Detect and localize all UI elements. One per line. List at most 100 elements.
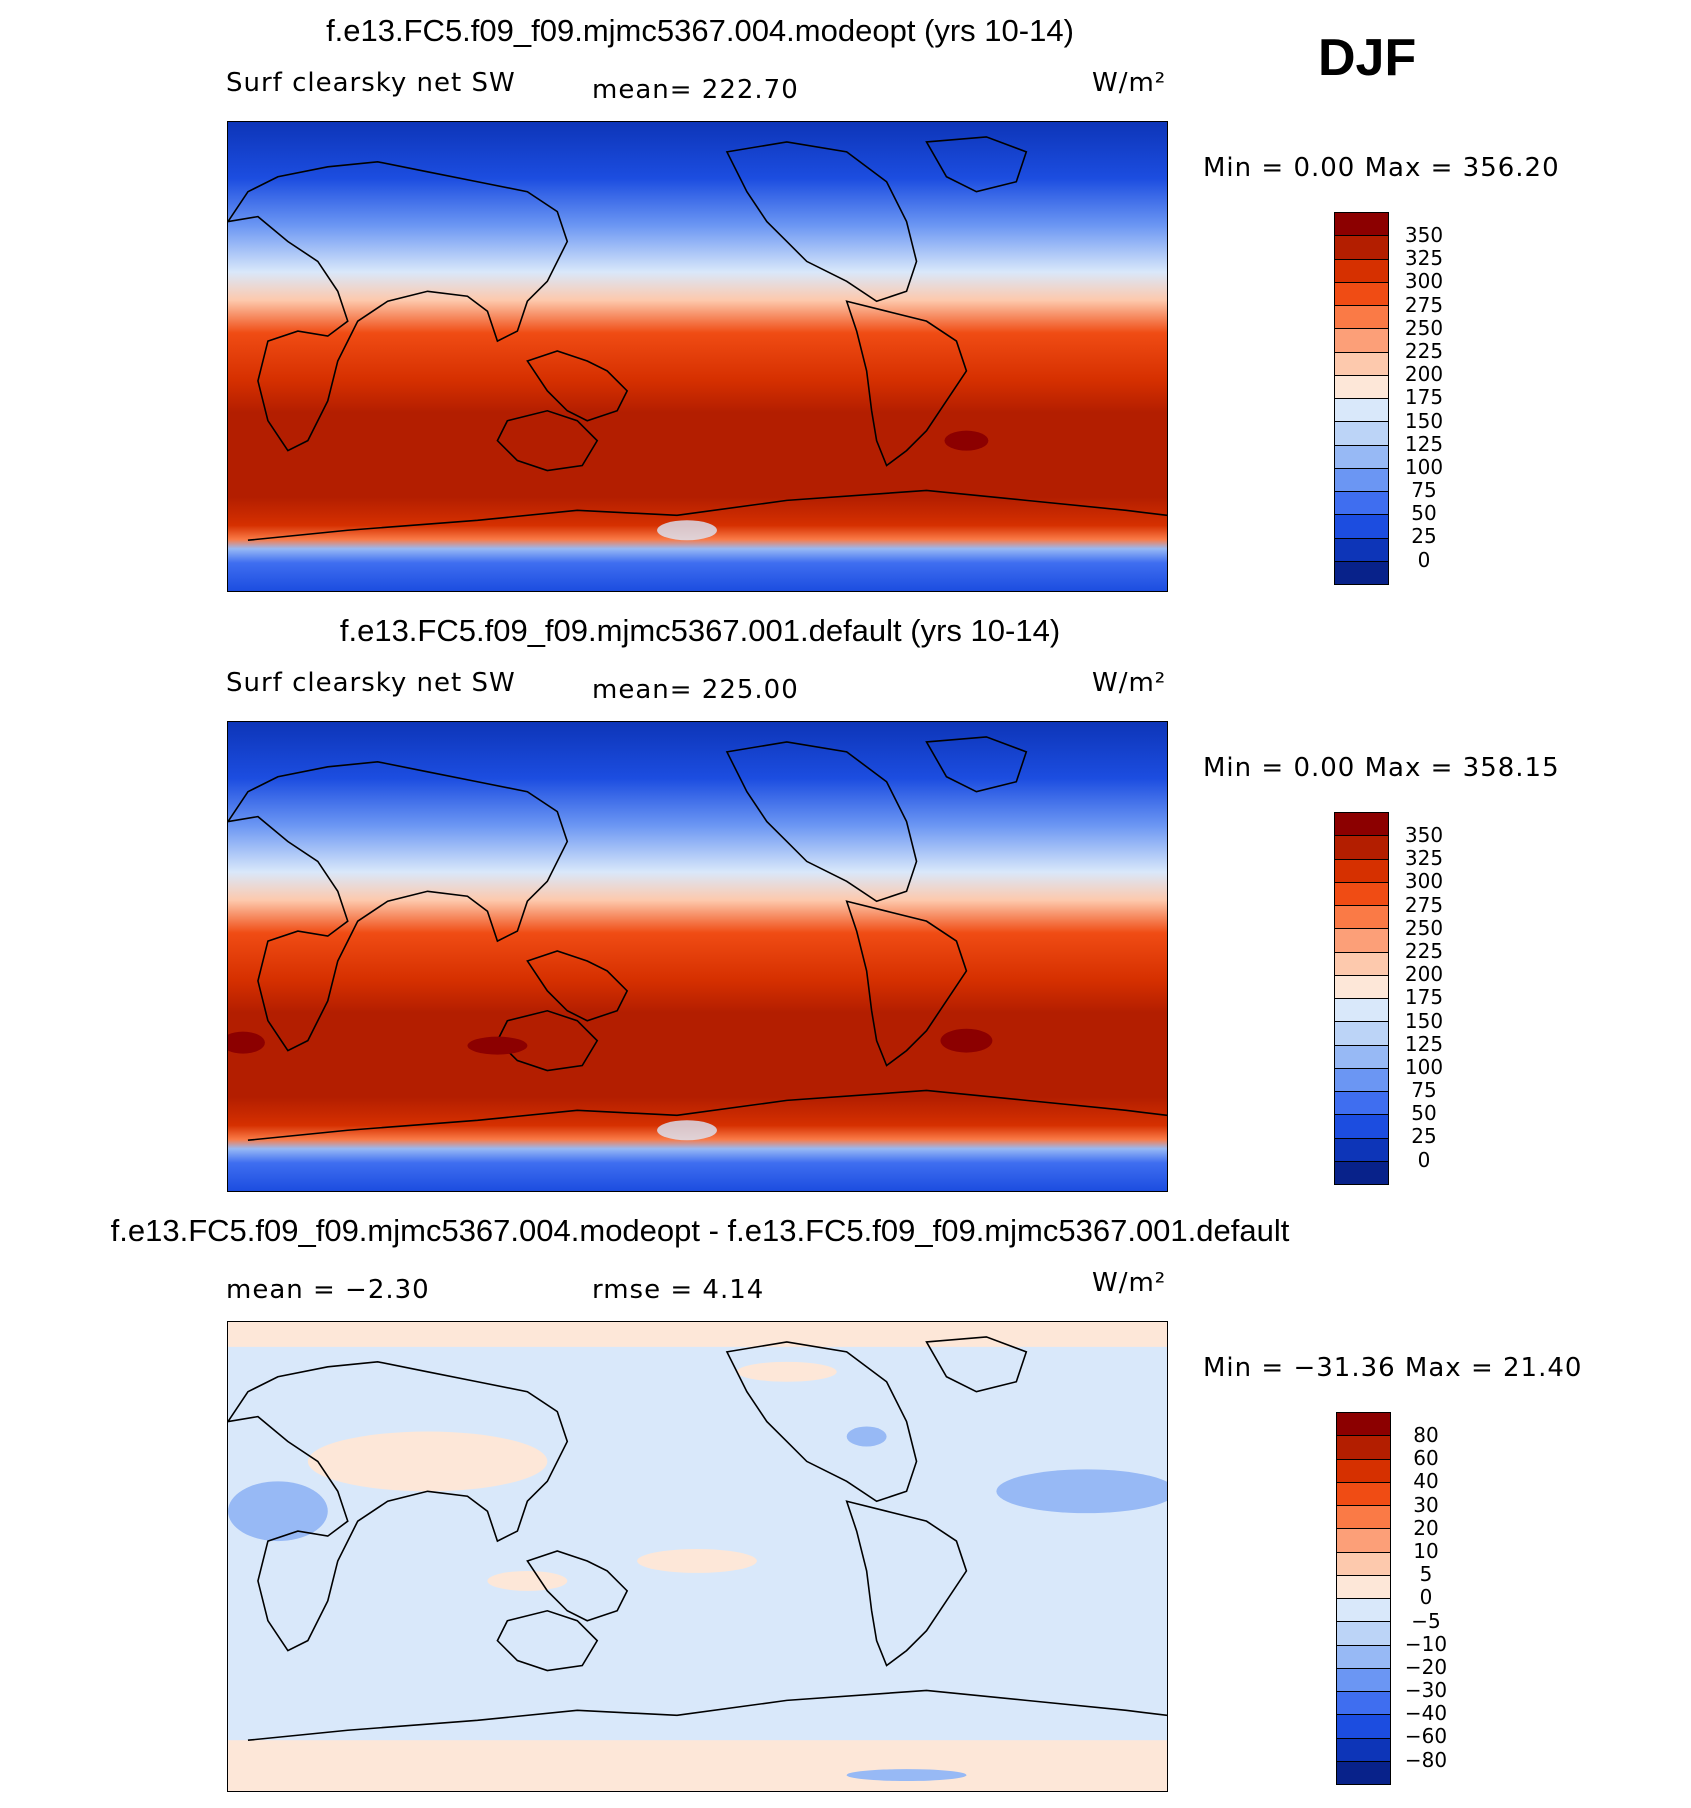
colorbar-tick-label: 200 [1404,962,1444,987]
colorbar-tick-label: 30 [1413,1492,1439,1517]
colorbar-cell [1337,1599,1390,1623]
colorbar-cell [1337,1668,1390,1692]
colorbar-cell [1335,306,1388,330]
colorbar-tick-label: 250 [1404,915,1444,940]
season-label: DJF [1318,29,1417,87]
colorbar-tick-label: 80 [1413,1423,1439,1447]
colorbar-tick-label: −80 [1404,1747,1448,1772]
panel1-map-svg [228,122,1167,591]
colorbar-tick-label: 175 [1404,385,1444,410]
panel3-map-svg [228,1322,1167,1791]
colorbar-tick-label: −5 [1411,1608,1441,1633]
panel3-colorbar [1336,1412,1391,1785]
colorbar-tick-label: 50 [1411,1101,1437,1126]
colorbar-tick-label: 75 [1411,478,1437,503]
colorbar-cell [1335,1115,1388,1139]
colorbar-tick-label: 50 [1411,501,1437,526]
panel2-mean-label: mean= 225.00 [592,675,799,705]
panel2-units: W/m² [1092,668,1167,698]
colorbar-cell [1335,859,1388,883]
colorbar-tick-label: 20 [1413,1515,1439,1540]
colorbar-tick-label: 10 [1413,1538,1439,1563]
colorbar-tick-label: 0 [1417,1147,1431,1172]
colorbar-tick-label: 25 [1411,1124,1437,1149]
colorbar-cell [1335,906,1388,930]
colorbar-tick-label: 125 [1404,1031,1444,1056]
colorbar-cell [1335,213,1388,237]
colorbar-tick-label: 175 [1404,985,1444,1010]
colorbar-tick-label: 60 [1413,1446,1439,1471]
colorbar-cell [1335,445,1388,469]
panel2-map [227,721,1168,1192]
panel3-minmax: Min = −31.36 Max = 21.40 [1203,1353,1583,1383]
colorbar-tick-label: 40 [1413,1469,1439,1494]
colorbar-cell [1335,561,1388,584]
panel1-minmax: Min = 0.00 Max = 356.20 [1203,153,1560,183]
colorbar-cell [1335,1022,1388,1046]
colorbar-cell [1335,1161,1388,1184]
panel1-map [227,121,1168,592]
colorbar-cell [1335,492,1388,516]
colorbar-cell [1335,538,1388,562]
colorbar-tick-label: 100 [1404,454,1444,479]
colorbar-cell [1337,1645,1390,1669]
colorbar-cell [1337,1761,1390,1784]
panel3-mean-label: mean = −2.30 [226,1275,430,1305]
colorbar-tick-label: 275 [1404,292,1444,317]
panel1-colorbar-ticks: 350 325 300 275 250 225 200 175 150 125 100 75 50 25 0 [1394,223,1454,572]
colorbar-cell [1335,999,1388,1023]
panel3-title: f.e13.FC5.f09_f09.mjmc5367.004.modeopt -… [110,1213,1290,1248]
panel3-map [227,1321,1168,1792]
colorbar-tick-label: 275 [1404,892,1444,917]
colorbar-cell [1335,836,1388,860]
colorbar-tick-label: 225 [1404,338,1444,363]
colorbar-tick-label: −20 [1404,1654,1448,1679]
colorbar-tick-label: 225 [1404,938,1444,963]
colorbar-tick-label: −30 [1404,1678,1448,1703]
panel2-map-svg [228,722,1167,1191]
panel3-units: W/m² [1092,1268,1167,1298]
colorbar-tick-label: 0 [1419,1585,1433,1610]
panel1-title: f.e13.FC5.f09_f09.mjmc5367.004.modeopt (… [326,13,1074,48]
colorbar-cell [1337,1622,1390,1646]
colorbar-tick-label: −60 [1404,1724,1448,1749]
colorbar-tick-label: 150 [1404,1008,1444,1033]
colorbar-tick-label: 325 [1404,846,1444,871]
colorbar-cell [1337,1459,1390,1483]
colorbar-cell [1337,1575,1390,1599]
panel1-colorbar [1334,212,1389,585]
colorbar-cell [1335,282,1388,306]
colorbar-cell [1335,882,1388,906]
colorbar-tick-label: 125 [1404,431,1444,456]
colorbar-cell [1335,1068,1388,1092]
colorbar-cell [1337,1482,1390,1506]
colorbar-tick-label: 325 [1404,246,1444,271]
colorbar-cell [1335,1092,1388,1116]
colorbar-cell [1335,399,1388,423]
panel2-title: f.e13.FC5.f09_f09.mjmc5367.001.default (… [339,613,1061,648]
colorbar-cell [1335,515,1388,539]
colorbar-cell [1335,468,1388,492]
colorbar-tick-label: 150 [1404,408,1444,433]
colorbar-tick-label: 5 [1419,1562,1433,1587]
colorbar-cell [1337,1738,1390,1762]
panel1-variable-label: Surf clearsky net SW [226,68,516,98]
colorbar-cell [1335,1138,1388,1162]
colorbar-cell [1335,1045,1388,1069]
colorbar-cell [1337,1436,1390,1460]
colorbar-tick-label: 100 [1404,1054,1444,1079]
panel2-colorbar-ticks: 350 325 300 275 250 225 200 175 150 125 100 75 50 25 0 [1394,823,1454,1172]
colorbar-tick-label: 250 [1404,315,1444,340]
panel1-units: W/m² [1092,68,1167,98]
colorbar-tick-label: −10 [1404,1631,1448,1656]
colorbar-tick-label: 300 [1404,869,1444,894]
colorbar-tick-label: 75 [1411,1078,1437,1103]
colorbar-cell [1335,375,1388,399]
panel1-mean-label: mean= 222.70 [592,75,799,105]
colorbar-cell [1335,352,1388,376]
colorbar-cell [1335,975,1388,999]
colorbar-tick-label: 0 [1417,547,1431,572]
colorbar-tick-label: 200 [1404,362,1444,387]
colorbar-tick-label: −40 [1404,1701,1448,1726]
colorbar-cell [1335,329,1388,353]
